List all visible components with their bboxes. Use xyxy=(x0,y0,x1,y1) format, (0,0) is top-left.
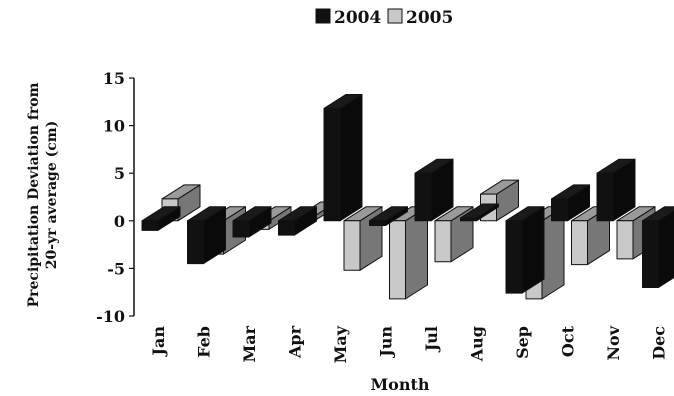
bar-front-face xyxy=(414,172,432,222)
bar-front-face xyxy=(278,220,295,236)
bar-front-face xyxy=(434,220,452,263)
bar-front-face xyxy=(571,220,588,266)
x-axis-title: Month xyxy=(370,375,429,394)
legend-swatch-2005 xyxy=(387,8,403,24)
x-tick-label-may: May xyxy=(331,325,350,363)
y-tick-label: -5 xyxy=(107,259,125,278)
bar-2004-nov xyxy=(596,158,636,222)
bar-2004-mar xyxy=(232,206,272,238)
x-ticks: Jan Feb Mar Apr May Jun Jul Aug Sep Oct … xyxy=(149,325,669,363)
bar-front-face xyxy=(187,220,204,265)
y-tick-label: 10 xyxy=(103,117,125,136)
x-tick-label-jan: Jan xyxy=(149,326,168,358)
bar-front-face xyxy=(389,220,406,300)
bar-front-face xyxy=(505,220,523,294)
bar-side-face xyxy=(521,206,545,294)
y-tick-label: -10 xyxy=(96,307,125,326)
bar-front-face xyxy=(343,220,361,271)
y-axis-label: Precipitation Deviation from 20-yr avera… xyxy=(26,82,60,307)
y-axis-label-line-1: Precipitation Deviation from xyxy=(26,82,42,307)
bars xyxy=(141,93,674,300)
x-tick-label-feb: Feb xyxy=(195,326,214,358)
bar-front-face xyxy=(369,220,386,227)
y-ticks: 15 10 5 0 -5 -10 xyxy=(96,69,134,326)
bar-2004-jan xyxy=(141,206,181,231)
y-tick: 0 xyxy=(114,212,134,231)
x-tick-label-jun: Jun xyxy=(377,326,396,359)
bar-2004-jul xyxy=(414,158,454,222)
bar-front-face xyxy=(596,172,614,222)
legend-label-2005: 2005 xyxy=(406,8,453,28)
x-tick-label-sep: Sep xyxy=(513,326,532,359)
bar-front-face xyxy=(141,220,159,231)
bar-2005-jun xyxy=(389,206,428,300)
y-tick: 15 xyxy=(103,69,134,88)
bar-2004-may xyxy=(323,93,363,222)
y-axis-label-line-2: 20-yr average (cm) xyxy=(44,121,60,269)
x-tick-label-dec: Dec xyxy=(650,326,669,360)
y-tick: -5 xyxy=(107,259,134,278)
x-tick-label-nov: Nov xyxy=(604,325,623,360)
legend-label-2004: 2004 xyxy=(334,8,381,28)
y-tick-label: 15 xyxy=(103,69,125,88)
bar-front-face xyxy=(616,220,634,260)
legend: 2004 2005 xyxy=(315,8,453,28)
x-tick-label-mar: Mar xyxy=(240,325,259,362)
bar-front-face xyxy=(642,220,659,288)
x-tick-label-apr: Apr xyxy=(286,325,305,359)
y-tick: -10 xyxy=(96,307,134,326)
bar-front-face xyxy=(323,107,341,222)
bar-2004-oct xyxy=(551,184,590,222)
bar-2004-dec xyxy=(642,206,674,288)
bar-front-face xyxy=(551,198,568,222)
y-tick: 5 xyxy=(114,164,134,183)
bar-2004-sep xyxy=(505,206,545,294)
bar-2004-apr xyxy=(278,206,317,236)
x-tick-label-oct: Oct xyxy=(559,325,578,357)
x-tick-label-jul: Jul xyxy=(422,326,441,353)
x-tick-label-aug: Aug xyxy=(468,326,487,362)
y-tick: 10 xyxy=(103,117,134,136)
y-tick-label: 5 xyxy=(114,164,125,183)
bar-2004-jun xyxy=(369,206,408,227)
legend-swatch-2004 xyxy=(315,8,331,24)
y-tick-label: 0 xyxy=(114,212,125,231)
bar-2004-feb xyxy=(187,206,226,265)
bar-2004-aug xyxy=(460,203,499,222)
bar-side-face xyxy=(339,93,363,222)
bar-front-face xyxy=(460,217,477,222)
bar-front-face xyxy=(232,220,250,238)
